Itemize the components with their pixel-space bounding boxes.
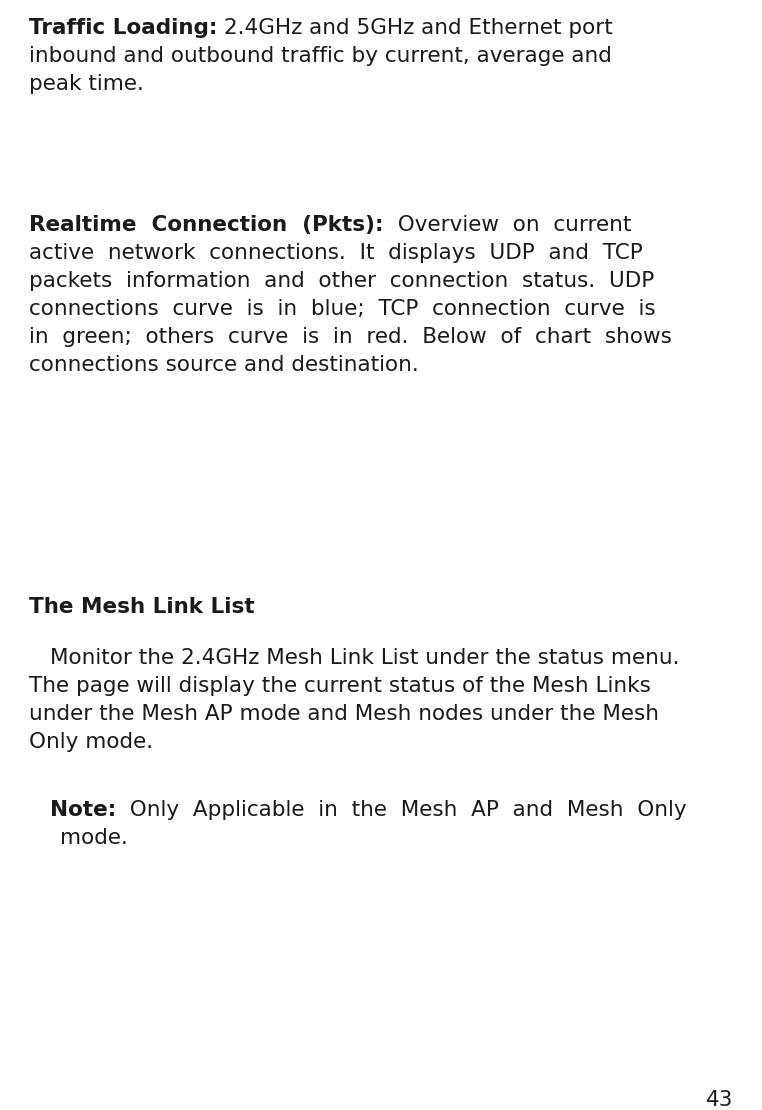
Text: 2.4GHz and 5GHz and Ethernet port: 2.4GHz and 5GHz and Ethernet port [217,18,613,38]
Text: mode.: mode. [60,828,128,848]
Text: The Mesh Link List: The Mesh Link List [29,597,255,617]
Text: Monitor the 2.4GHz Mesh Link List under the status menu.: Monitor the 2.4GHz Mesh Link List under … [50,648,680,668]
Text: inbound and outbound traffic by current, average and: inbound and outbound traffic by current,… [29,46,612,65]
Text: Only  Applicable  in  the  Mesh  AP  and  Mesh  Only: Only Applicable in the Mesh AP and Mesh … [117,800,687,820]
Text: in  green;  others  curve  is  in  red.  Below  of  chart  shows: in green; others curve is in red. Below … [29,327,672,347]
Text: peak time.: peak time. [29,74,144,94]
Text: 43: 43 [706,1090,733,1110]
Text: The page will display the current status of the Mesh Links: The page will display the current status… [29,676,651,696]
Text: Note:: Note: [50,800,117,820]
Text: packets  information  and  other  connection  status.  UDP: packets information and other connection… [29,271,655,291]
Text: Traffic Loading:: Traffic Loading: [29,18,217,38]
Text: Realtime  Connection  (Pkts):: Realtime Connection (Pkts): [29,215,383,235]
Text: connections  curve  is  in  blue;  TCP  connection  curve  is: connections curve is in blue; TCP connec… [29,299,655,319]
Text: connections source and destination.: connections source and destination. [29,355,419,375]
Text: under the Mesh AP mode and Mesh nodes under the Mesh: under the Mesh AP mode and Mesh nodes un… [29,704,659,724]
Text: Only mode.: Only mode. [29,731,153,751]
Text: Overview  on  current: Overview on current [383,215,631,235]
Text: active  network  connections.  It  displays  UDP  and  TCP: active network connections. It displays … [29,243,643,263]
